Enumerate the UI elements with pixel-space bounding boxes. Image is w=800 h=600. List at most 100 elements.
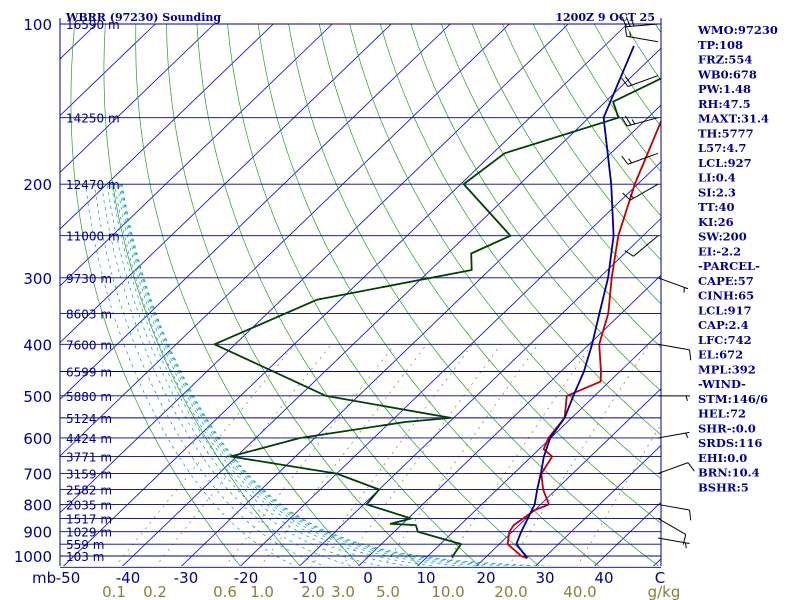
wind-barb-full xyxy=(622,192,631,201)
index-label: STM:146/6 xyxy=(698,392,768,406)
wind-barb-shaft xyxy=(633,235,659,257)
isotherm-line xyxy=(60,23,392,344)
wind-barb-half xyxy=(685,432,689,439)
isotherm-line xyxy=(535,444,661,566)
height-label: 6599 m xyxy=(66,366,112,380)
index-label: KI:26 xyxy=(698,215,734,229)
chart-time: 1200Z 9 OCT 25 xyxy=(555,11,655,24)
dry-adiabat-line xyxy=(135,23,361,566)
temperature-tick-label: -20 xyxy=(234,569,259,587)
index-label: CAP:2.4 xyxy=(698,318,749,332)
isotherm-line xyxy=(417,331,661,566)
index-label: CINH:65 xyxy=(698,289,754,303)
index-label: -PARCEL- xyxy=(698,259,760,273)
temperature-tick-label: 40 xyxy=(594,569,613,587)
dewpoint-line xyxy=(213,77,661,559)
index-label: SHR-:0.0 xyxy=(698,421,756,435)
moist-adiabat-line xyxy=(101,184,354,566)
height-label: 5124 m xyxy=(66,412,112,426)
height-label: 16590 m xyxy=(66,18,120,32)
wind-barb-half xyxy=(629,194,635,199)
mixing-ratio-tick-label: 40.0 xyxy=(563,583,596,600)
temperature-unit-label: C xyxy=(655,569,665,587)
mixing-ratio-tick-label: 0.2 xyxy=(143,583,167,600)
index-label: TT:40 xyxy=(698,200,735,214)
temperature-axis-labels: -50 -40 -30 -20 -10 0 10 20 30 40 C xyxy=(56,569,665,587)
temperature-tick-label: 30 xyxy=(535,569,554,587)
moist-adiabat-line xyxy=(116,184,464,566)
wind-barb-shaft xyxy=(630,183,659,201)
wind-barb-full xyxy=(625,115,632,126)
index-label: LCL:927 xyxy=(698,156,752,170)
index-label: EL:672 xyxy=(698,348,743,362)
wind-barb-full xyxy=(687,462,695,472)
wind-barb-full xyxy=(621,155,629,165)
height-label: 3771 m xyxy=(66,450,112,464)
index-label: LFC:742 xyxy=(698,333,752,347)
index-label: CAPE:57 xyxy=(698,274,754,288)
mixing-ratio-line xyxy=(576,423,661,566)
moist-adiabat-line xyxy=(120,184,514,566)
wind-barb-full xyxy=(689,349,692,361)
index-label: SI:2.3 xyxy=(698,185,736,199)
pressure-label: 400 xyxy=(23,336,52,354)
temperature-tick-label: -10 xyxy=(293,569,318,587)
isotherm-line xyxy=(60,23,333,287)
wind-barb-shaft xyxy=(657,503,690,511)
dry-adiabat-line xyxy=(410,23,661,392)
wind-barb-full xyxy=(621,116,628,127)
pressure-label: 600 xyxy=(23,430,52,448)
wind-barb-shaft xyxy=(657,343,690,351)
mixing-ratio-tick-label: 5.0 xyxy=(376,583,400,600)
dry-adiabat-line xyxy=(502,23,661,261)
wind-barb-shaft xyxy=(626,35,659,43)
height-label: 5880 m xyxy=(66,390,112,404)
mixing-ratio-tick-label: 2.0 xyxy=(301,583,325,600)
dry-adiabat-line xyxy=(70,23,241,566)
wind-barbs xyxy=(621,16,695,549)
index-label: RH:47.5 xyxy=(698,97,751,111)
index-label: EI:-2.2 xyxy=(698,244,741,258)
index-label: MPL:392 xyxy=(698,362,756,376)
mixing-ratio-tick-label: 0.6 xyxy=(213,583,237,600)
wind-barb-shaft xyxy=(626,23,659,28)
height-label: 9730 m xyxy=(66,272,112,286)
wind-barb-full xyxy=(624,25,627,37)
wind-barb-full xyxy=(689,509,692,521)
height-label: 2582 m xyxy=(66,484,112,498)
mixing-ratio-axis-labels: 0.1 0.2 0.6 1.0 2.0 3.0 5.0 10.0 20.0 40.0 g/kg xyxy=(102,583,680,600)
wind-barb-shaft xyxy=(627,152,659,165)
temperature-tick-label: 0 xyxy=(363,569,373,587)
isotherm-line xyxy=(60,23,274,230)
pressure-label: 100 xyxy=(23,16,52,34)
temperature-tick-label: -40 xyxy=(116,569,141,587)
index-label: MAXT:31.4 xyxy=(698,112,769,126)
dry-adiabat-line xyxy=(288,23,660,566)
wind-barb-half xyxy=(628,158,633,164)
mixing-ratio-tick-label: 3.0 xyxy=(331,583,355,600)
wind-barb-shaft xyxy=(657,462,689,475)
mixing-ratio-line xyxy=(443,344,593,566)
isotherm-line xyxy=(181,104,661,566)
dry-adiabat-line xyxy=(166,23,421,566)
wind-barb-full xyxy=(621,16,627,27)
temperature-tick-label: 10 xyxy=(416,569,435,587)
index-label: BSHR:5 xyxy=(698,480,749,494)
height-label: 8603 m xyxy=(66,307,112,321)
index-label: PW:1.48 xyxy=(698,82,751,96)
index-label: FRZ:554 xyxy=(698,53,752,67)
moist-adiabat-line xyxy=(121,184,537,566)
height-label: 1517 m xyxy=(66,512,112,526)
height-label: 103 m xyxy=(66,550,104,564)
temperature-line xyxy=(506,119,661,559)
height-labels: 16590 m 14250 m 12470 m 11000 m 9730 m 8603 m… xyxy=(66,18,120,564)
wind-barb-shaft xyxy=(626,117,659,127)
temperature-tick-label: -50 xyxy=(56,569,81,587)
isotherm-line xyxy=(240,161,661,566)
pressure-label: 1000 xyxy=(14,548,52,566)
index-label: BRN:10.4 xyxy=(698,466,760,480)
wind-barb-shaft xyxy=(657,518,686,535)
wind-barb-half xyxy=(631,119,636,125)
wind-barb-shaft xyxy=(657,277,689,290)
